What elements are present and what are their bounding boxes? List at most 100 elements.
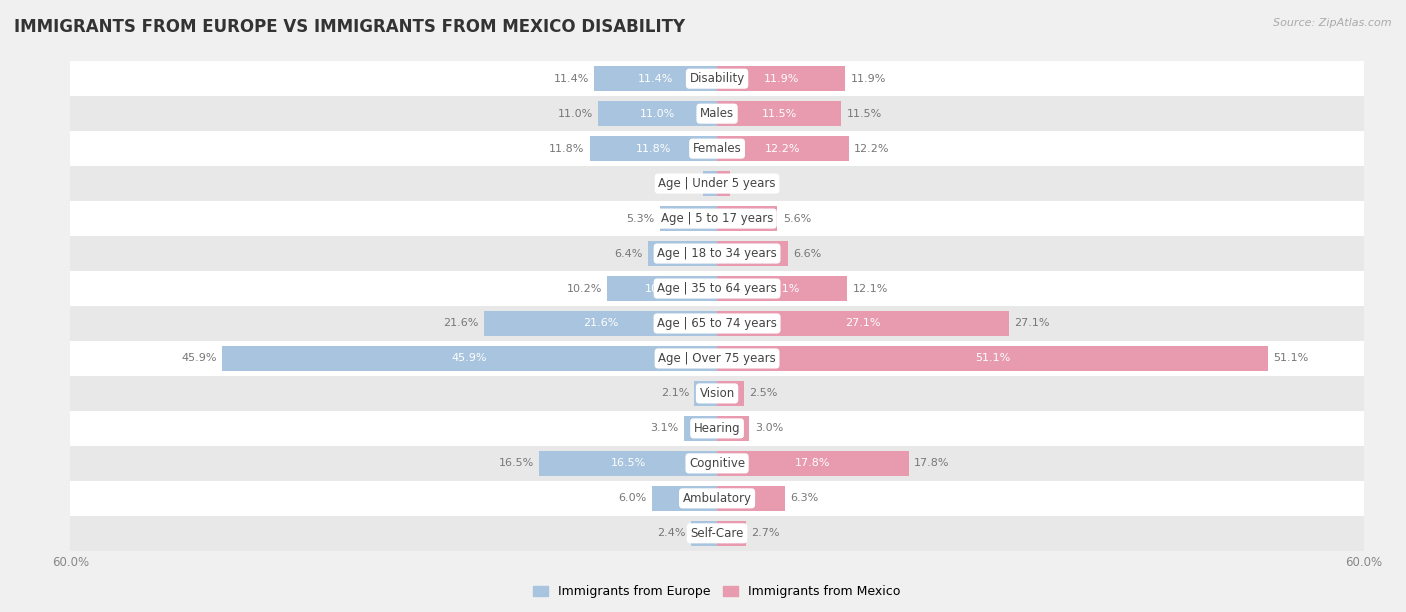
- Bar: [70, 446, 1364, 481]
- Text: 21.6%: 21.6%: [443, 318, 479, 329]
- Bar: [703, 171, 717, 196]
- Text: 11.4%: 11.4%: [554, 73, 589, 84]
- Bar: [70, 271, 1364, 306]
- Text: 51.1%: 51.1%: [974, 354, 1010, 364]
- Bar: [70, 96, 1364, 131]
- Bar: [717, 171, 730, 196]
- Text: 11.9%: 11.9%: [851, 73, 886, 84]
- Bar: [607, 276, 717, 301]
- Bar: [717, 136, 849, 161]
- Bar: [70, 411, 1364, 446]
- Bar: [717, 381, 744, 406]
- Text: 2.7%: 2.7%: [752, 528, 780, 539]
- Text: Males: Males: [700, 107, 734, 120]
- Text: 27.1%: 27.1%: [845, 318, 882, 329]
- Text: 6.4%: 6.4%: [614, 248, 643, 258]
- Bar: [70, 131, 1364, 166]
- Text: 6.6%: 6.6%: [793, 248, 823, 258]
- Text: 11.8%: 11.8%: [550, 144, 585, 154]
- Text: 1.2%: 1.2%: [735, 179, 763, 188]
- Text: 2.1%: 2.1%: [661, 389, 689, 398]
- Bar: [538, 451, 717, 476]
- Bar: [70, 376, 1364, 411]
- Bar: [717, 451, 908, 476]
- Text: 10.2%: 10.2%: [567, 283, 602, 294]
- Text: 5.6%: 5.6%: [783, 214, 811, 223]
- Text: 16.5%: 16.5%: [499, 458, 534, 468]
- Text: Age | 18 to 34 years: Age | 18 to 34 years: [657, 247, 778, 260]
- Text: 45.9%: 45.9%: [181, 354, 217, 364]
- Text: Disability: Disability: [689, 72, 745, 85]
- Text: 2.5%: 2.5%: [749, 389, 778, 398]
- Bar: [70, 201, 1364, 236]
- Bar: [717, 486, 785, 511]
- Text: 11.5%: 11.5%: [762, 109, 797, 119]
- Bar: [652, 486, 717, 511]
- Bar: [692, 521, 717, 546]
- Text: 10.2%: 10.2%: [644, 283, 679, 294]
- Bar: [599, 101, 717, 126]
- Text: 11.4%: 11.4%: [638, 73, 673, 84]
- Bar: [591, 136, 717, 161]
- Text: 6.0%: 6.0%: [619, 493, 647, 503]
- Bar: [683, 416, 717, 441]
- Bar: [70, 306, 1364, 341]
- Text: 12.1%: 12.1%: [853, 283, 889, 294]
- Bar: [70, 516, 1364, 551]
- Text: 3.0%: 3.0%: [755, 424, 783, 433]
- Text: 17.8%: 17.8%: [914, 458, 950, 468]
- Text: Age | 35 to 64 years: Age | 35 to 64 years: [657, 282, 778, 295]
- Text: Vision: Vision: [699, 387, 735, 400]
- Text: Self-Care: Self-Care: [690, 527, 744, 540]
- Text: 11.9%: 11.9%: [763, 73, 799, 84]
- Bar: [717, 311, 1010, 336]
- Bar: [695, 381, 717, 406]
- Text: 27.1%: 27.1%: [1015, 318, 1050, 329]
- Text: 12.2%: 12.2%: [765, 144, 800, 154]
- Bar: [70, 236, 1364, 271]
- Bar: [717, 206, 778, 231]
- Text: 1.3%: 1.3%: [669, 179, 697, 188]
- Text: 5.3%: 5.3%: [626, 214, 655, 223]
- Text: Ambulatory: Ambulatory: [682, 492, 752, 505]
- Text: 2.4%: 2.4%: [657, 528, 686, 539]
- Text: 11.5%: 11.5%: [846, 109, 882, 119]
- Text: Females: Females: [693, 142, 741, 155]
- Bar: [484, 311, 717, 336]
- Text: Age | Under 5 years: Age | Under 5 years: [658, 177, 776, 190]
- Bar: [717, 416, 749, 441]
- Text: Cognitive: Cognitive: [689, 457, 745, 470]
- Text: 11.8%: 11.8%: [636, 144, 671, 154]
- Bar: [659, 206, 717, 231]
- Text: IMMIGRANTS FROM EUROPE VS IMMIGRANTS FROM MEXICO DISABILITY: IMMIGRANTS FROM EUROPE VS IMMIGRANTS FRO…: [14, 18, 685, 36]
- Text: 45.9%: 45.9%: [451, 354, 488, 364]
- Legend: Immigrants from Europe, Immigrants from Mexico: Immigrants from Europe, Immigrants from …: [529, 580, 905, 603]
- Text: 12.2%: 12.2%: [853, 144, 890, 154]
- Text: 11.0%: 11.0%: [558, 109, 593, 119]
- Bar: [717, 241, 789, 266]
- Text: Age | 5 to 17 years: Age | 5 to 17 years: [661, 212, 773, 225]
- Bar: [717, 521, 747, 546]
- Text: 16.5%: 16.5%: [610, 458, 645, 468]
- Bar: [70, 166, 1364, 201]
- Text: 3.1%: 3.1%: [650, 424, 678, 433]
- Bar: [70, 61, 1364, 96]
- Text: 6.3%: 6.3%: [790, 493, 818, 503]
- Bar: [595, 66, 717, 91]
- Bar: [222, 346, 717, 371]
- Bar: [70, 341, 1364, 376]
- Bar: [717, 66, 845, 91]
- Text: 21.6%: 21.6%: [583, 318, 619, 329]
- Text: Age | Over 75 years: Age | Over 75 years: [658, 352, 776, 365]
- Text: 11.0%: 11.0%: [640, 109, 675, 119]
- Text: 51.1%: 51.1%: [1274, 354, 1309, 364]
- Text: 12.1%: 12.1%: [765, 283, 800, 294]
- Bar: [717, 346, 1268, 371]
- Text: Age | 65 to 74 years: Age | 65 to 74 years: [657, 317, 778, 330]
- Bar: [70, 481, 1364, 516]
- Bar: [717, 101, 841, 126]
- Text: Hearing: Hearing: [693, 422, 741, 435]
- Bar: [717, 276, 848, 301]
- Bar: [648, 241, 717, 266]
- Text: 17.8%: 17.8%: [796, 458, 831, 468]
